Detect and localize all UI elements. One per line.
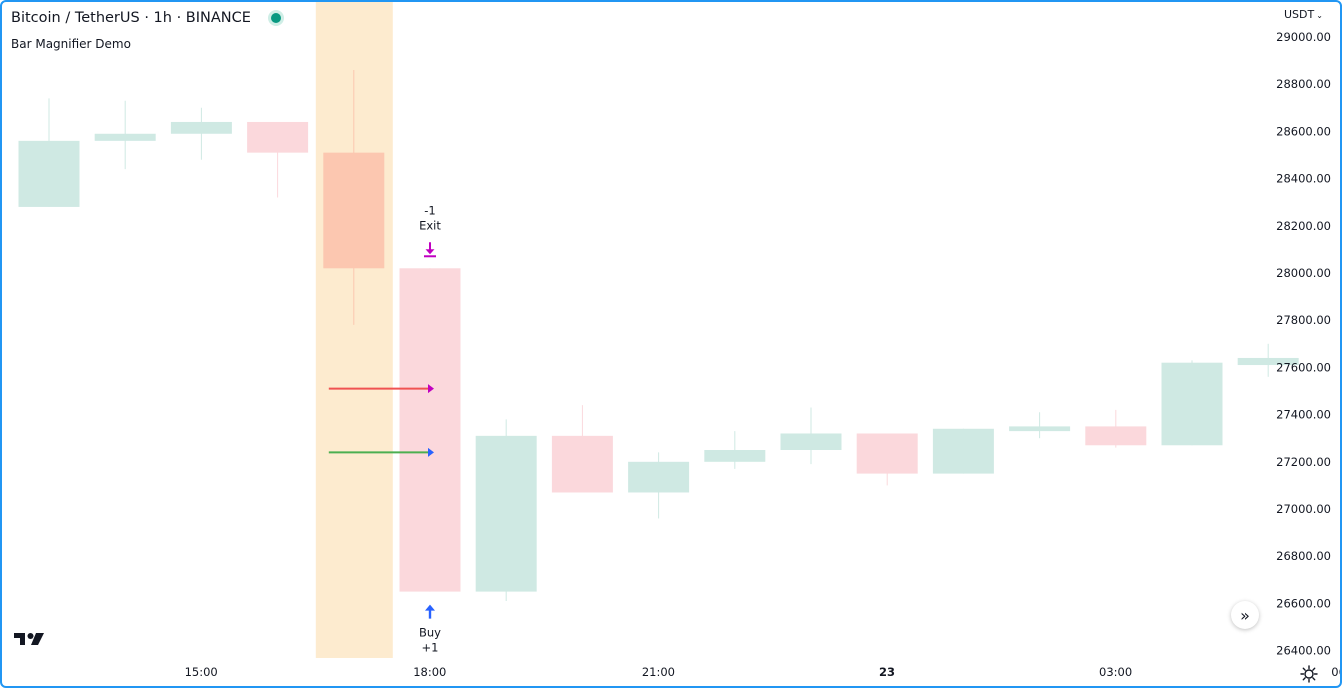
buy-arrow-icon <box>425 604 435 619</box>
indicator-title[interactable]: Bar Magnifier Demo <box>11 37 131 51</box>
scroll-to-realtime-button[interactable]: » <box>1231 601 1259 629</box>
tradingview-logo-icon[interactable] <box>14 631 46 651</box>
candle-body[interactable] <box>323 152 385 269</box>
double-chevron-right-icon: » <box>1240 605 1250 625</box>
candle-body[interactable] <box>628 461 690 493</box>
symbol-legend[interactable]: Bitcoin / TetherUS · 1h · BINANCE <box>11 10 281 26</box>
candle-body[interactable] <box>475 435 537 592</box>
time-axis-label: 21:00 <box>642 665 675 679</box>
candle-body[interactable] <box>780 433 842 450</box>
level-marker-blue <box>428 447 434 457</box>
candle-body[interactable] <box>1161 362 1223 446</box>
level-marker-magenta <box>428 384 434 394</box>
buy-label-qty: +1 <box>422 641 439 655</box>
price-axis-label: 27800.00 <box>1276 313 1331 327</box>
time-axis-label: 18:00 <box>413 665 446 679</box>
price-axis-label: 28600.00 <box>1276 124 1331 138</box>
candle-body[interactable] <box>1237 357 1299 366</box>
candle-body[interactable] <box>1009 426 1071 432</box>
candle-body[interactable] <box>399 268 461 592</box>
time-axis-label: 15:00 <box>185 665 218 679</box>
time-axis-label: 06:0 <box>1331 665 1340 679</box>
exit-label-qty: -1 <box>424 203 435 217</box>
price-axis-label: 27600.00 <box>1276 360 1331 374</box>
candle-body[interactable] <box>170 121 232 134</box>
buy-label-text: Buy <box>419 626 441 640</box>
price-axis-label: 28000.00 <box>1276 266 1331 280</box>
price-axis-label: 29000.00 <box>1276 30 1331 44</box>
live-status-dot-icon <box>270 13 281 23</box>
candle-body[interactable] <box>18 140 80 207</box>
price-axis-label: 26400.00 <box>1276 644 1331 658</box>
currency-label: USDT <box>1284 8 1315 21</box>
price-axis-label: 27200.00 <box>1276 455 1331 469</box>
price-axis-label: 28800.00 <box>1276 77 1331 91</box>
chevron-down-icon: ⌄ <box>1316 11 1323 20</box>
currency-selector[interactable]: USDT ⌄ <box>1284 8 1323 21</box>
time-axis-label: 23 <box>879 665 895 679</box>
candle-body[interactable] <box>704 450 766 462</box>
candle-body[interactable] <box>551 435 613 493</box>
candle-body[interactable] <box>932 428 994 474</box>
exit-arrow-base <box>424 255 436 258</box>
candle-body[interactable] <box>856 433 918 474</box>
price-axis-label: 27400.00 <box>1276 408 1331 422</box>
gear-icon <box>1300 665 1318 683</box>
price-axis-label: 26800.00 <box>1276 549 1331 563</box>
exit-label-text: Exit <box>419 218 441 232</box>
exit-arrow-icon <box>425 242 435 255</box>
price-axis-label: 28200.00 <box>1276 219 1331 233</box>
price-axis-label: 28400.00 <box>1276 172 1331 186</box>
price-axis-label: 26600.00 <box>1276 596 1331 610</box>
settings-button[interactable] <box>1299 664 1319 684</box>
candle-body[interactable] <box>247 121 309 153</box>
time-axis-label: 03:00 <box>1099 665 1132 679</box>
candle-body[interactable] <box>94 133 156 141</box>
symbol-title[interactable]: Bitcoin / TetherUS · 1h · BINANCE <box>11 10 251 26</box>
price-axis-label: 27000.00 <box>1276 502 1331 516</box>
candle-body[interactable] <box>1085 426 1147 446</box>
